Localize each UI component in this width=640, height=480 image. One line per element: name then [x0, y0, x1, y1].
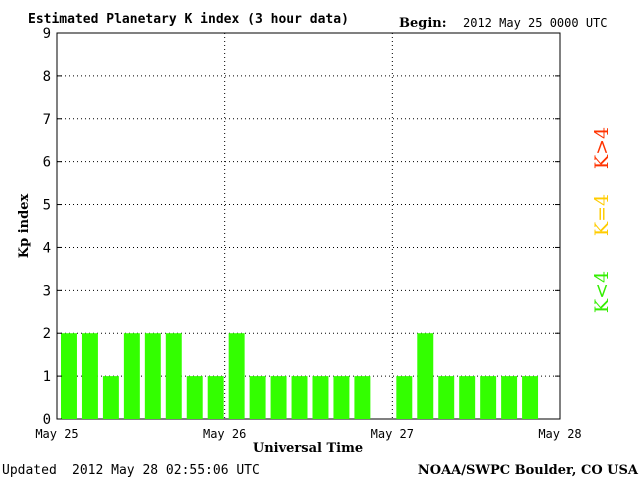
legend-k-equal-4: K=4 [591, 194, 613, 236]
kp-bar [291, 376, 308, 419]
kp-bar [81, 333, 98, 419]
source-credit: NOAA/SWPC Boulder, CO USA [418, 463, 639, 478]
y-tick-label: 7 [43, 112, 51, 128]
kp-bar [522, 376, 539, 419]
legend-k-greater-4: K>4 [591, 127, 613, 169]
kp-bar [165, 333, 182, 419]
kp-bar [207, 376, 224, 419]
kp-bar [396, 376, 413, 419]
kp-bar [186, 376, 203, 419]
y-tick-label: 9 [43, 26, 51, 42]
y-axis-label: Kp index [17, 194, 32, 259]
kp-bar [438, 376, 455, 419]
kp-bar [417, 333, 434, 419]
kp-bar [312, 376, 329, 419]
kp-bar [249, 376, 266, 419]
y-tick-label: 0 [43, 412, 51, 428]
x-axis-label: Universal Time [253, 441, 363, 456]
x-tick-label: May 26 [203, 427, 246, 441]
y-tick-label: 3 [43, 283, 51, 299]
y-tick-label: 5 [43, 198, 51, 214]
legend-k-less-4: K<4 [591, 271, 613, 313]
y-tick-label: 4 [43, 240, 51, 256]
updated-label: Updated [2, 463, 57, 478]
begin-label: Begin: [399, 16, 447, 31]
kp-bar [270, 376, 287, 419]
kp-bar [144, 333, 161, 419]
x-tick-label: May 25 [35, 427, 78, 441]
y-tick-label: 6 [43, 155, 51, 171]
kp-bar [501, 376, 518, 419]
y-axis: 0 1 2 3 4 5 6 7 8 9 [43, 26, 560, 428]
y-tick-label: 8 [43, 69, 51, 85]
y-tick-label: 1 [43, 369, 51, 385]
x-tick-label: May 27 [371, 427, 414, 441]
bars-group [61, 333, 539, 419]
kp-bar [102, 376, 119, 419]
kp-bar [123, 333, 140, 419]
grid-lines [57, 33, 560, 419]
kp-bar [459, 376, 476, 419]
kp-bar [354, 376, 371, 419]
chart-title: Estimated Planetary K index (3 hour data… [28, 12, 349, 27]
kp-bar [480, 376, 497, 419]
y-tick-label: 2 [43, 326, 51, 342]
kp-bar [228, 333, 245, 419]
x-tick-label: May 28 [538, 427, 581, 441]
x-axis: May 25 May 26 May 27 May 28 [35, 427, 581, 441]
begin-value: 2012 May 25 0000 UTC [463, 16, 608, 30]
kp-bar [61, 333, 77, 419]
updated-value: 2012 May 28 02:55:06 UTC [72, 463, 260, 478]
kp-bar [333, 376, 350, 419]
plot-frame [56, 32, 561, 420]
